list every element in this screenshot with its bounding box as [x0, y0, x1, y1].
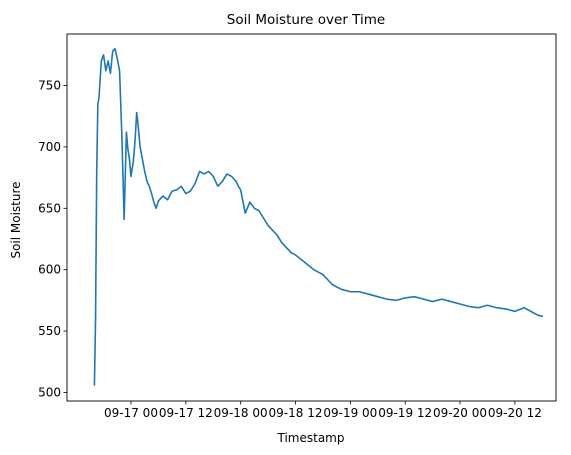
y-tick-label: 600 — [38, 263, 61, 277]
x-tick-label: 09-17 00 — [104, 406, 158, 420]
x-tick-label: 09-18 00 — [214, 406, 268, 420]
x-axis-ticks: 09-17 00 09-17 12 09-18 00 09-18 12 09-19 00… — [104, 401, 542, 420]
y-axis-ticks: 500 550 600 650 700 750 — [38, 79, 67, 399]
x-tick-label: 09-19 00 — [323, 406, 377, 420]
y-axis-label: Soil Moisture — [9, 181, 23, 258]
x-tick-label: 09-20 12 — [488, 406, 542, 420]
y-tick-label: 700 — [38, 140, 61, 154]
plot-frame — [66, 33, 557, 402]
x-axis-label: Timestamp — [277, 431, 345, 445]
soil-moisture-series-line — [93, 47, 544, 386]
y-tick-label: 750 — [38, 79, 61, 93]
x-tick-label: 09-18 12 — [269, 406, 323, 420]
y-tick-label: 650 — [38, 201, 61, 215]
x-tick-label: 09-19 12 — [378, 406, 432, 420]
chart-title: Soil Moisture over Time — [227, 12, 385, 28]
y-tick-label: 500 — [38, 385, 61, 399]
x-tick-label: 09-20 00 — [433, 406, 487, 420]
y-tick-label: 550 — [38, 324, 61, 338]
plot-area — [93, 47, 544, 386]
x-tick-label: 09-17 12 — [159, 406, 213, 420]
